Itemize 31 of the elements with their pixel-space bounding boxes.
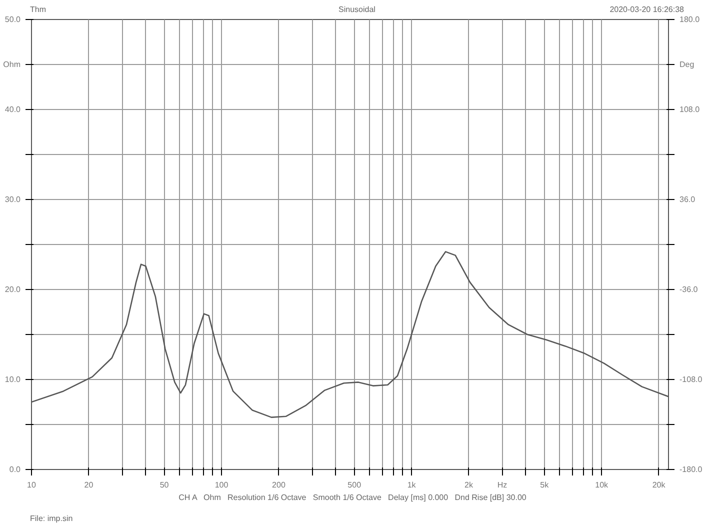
y2-tick-label: -108.0 [680,375,703,384]
y2-tick-label: Deg [680,60,694,69]
y-tick-label: 50.0 [4,15,22,24]
y-tick-label: 30.0 [4,195,22,204]
x-tick-label: 10 [27,480,36,490]
y2-tick-label: 108.0 [680,105,700,114]
y2-tick-label: 36.0 [680,195,696,204]
text: File: imp.sin [29,513,74,525]
chart-title: Sinusoidal [338,4,376,16]
x-tick-label: 500 [348,480,362,490]
text: 2020-03-20 16:26:38 [608,4,684,16]
y-tick-label: 40.0 [4,105,22,114]
y-tick-label: 10.0 [4,375,22,384]
x-tick-label: 5k [540,480,550,490]
y2-tick-label: -36.0 [680,285,698,294]
y2-tick-label: 180.0 [680,15,700,24]
y-tick-label: Ohm [3,60,21,69]
y-tick-label: 20.0 [4,285,22,294]
y2-tick-label: -180.0 [680,465,703,474]
x-tick-label: Hz [497,480,508,490]
y-tick-label: 0.0 [9,465,22,474]
x-tick-label: 50 [160,480,170,490]
x-tick-label: 10k [595,480,610,490]
text: CH A Ohm Resolution 1/6 Octave Smooth 1/6 Octave Delay [ms] 0.000 Dnd Rise [dB] 30.00 [178,492,528,504]
x-tick-label: 2k [464,480,474,490]
x-tick-label: 20k [652,480,666,490]
x-tick-label: 100 [214,480,229,490]
x-tick-label: 1k [407,480,417,490]
text: Thm [30,4,47,16]
x-tick-label: 200 [272,480,286,490]
x-tick-label: 20 [84,480,94,490]
